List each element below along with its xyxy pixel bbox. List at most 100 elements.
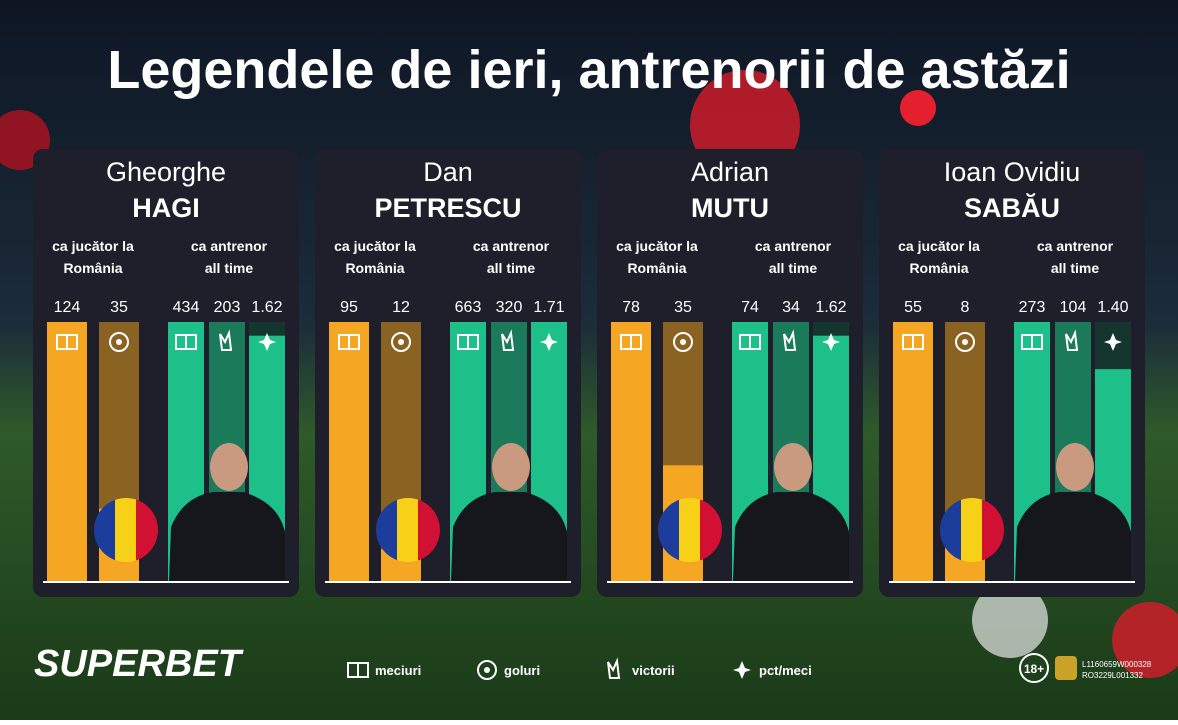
flag-stripe [961, 498, 983, 562]
last-name: PETRESCU [374, 193, 521, 223]
section-label: ca jucător la România [334, 238, 416, 276]
icon [540, 333, 558, 351]
age: 18+ [1024, 662, 1044, 676]
value-label: 124 [54, 299, 81, 316]
flag-clip [376, 498, 440, 562]
flag-stripe [679, 498, 701, 562]
section-label: ca jucător la România [898, 238, 980, 276]
legend-label: meciuri [375, 663, 421, 678]
flag-stripe [658, 498, 680, 562]
value-label: 1.62 [251, 299, 282, 316]
section-label: ca antrenor all time [1037, 238, 1114, 276]
coach-photo [1056, 443, 1094, 491]
card: Ioan Ovidiu SABĂU ca jucător la România ca a… [879, 149, 1145, 597]
icon [607, 657, 621, 679]
icon [484, 667, 490, 673]
deco [900, 90, 936, 126]
value-label: 34 [782, 299, 800, 316]
icon [258, 333, 276, 351]
card: Dan PETRESCU ca jucător la România ca antren… [315, 149, 581, 597]
value-label: 1.71 [533, 299, 564, 316]
icon [477, 660, 497, 680]
flag-clip [658, 498, 722, 562]
section-label: ca antrenor all time [191, 238, 268, 276]
legend-label: pct/meci [759, 663, 812, 678]
first-name: Gheorghe [106, 157, 226, 187]
legend-label: victorii [632, 663, 675, 678]
last-name: MUTU [691, 193, 769, 223]
flag [658, 498, 722, 562]
bar [893, 322, 933, 582]
coach-photo [733, 492, 849, 582]
value-label: 74 [741, 299, 759, 316]
flag [94, 498, 158, 562]
flag-stripe [982, 498, 1004, 562]
flag-clip [94, 498, 158, 562]
coach-photo [451, 492, 567, 582]
value-label: 95 [340, 299, 358, 316]
icon [673, 332, 693, 352]
icon [1104, 333, 1122, 351]
first-name: Adrian [691, 157, 769, 187]
icon [391, 332, 411, 352]
value-label: 8 [961, 299, 970, 316]
flag [376, 498, 440, 562]
icon [1065, 329, 1079, 351]
first-name: Dan [423, 157, 473, 187]
flag-stripe [700, 498, 722, 562]
icon [398, 339, 404, 345]
section-label: ca antrenor all time [473, 238, 550, 276]
icon [783, 329, 797, 351]
deco [972, 582, 1048, 658]
flag-stripe [397, 498, 419, 562]
license: RO3229L001332 [1082, 671, 1143, 680]
flag-stripe [376, 498, 398, 562]
value-label: 12 [392, 299, 410, 316]
last-name: SABĂU [964, 192, 1060, 223]
card: Gheorghe HAGI ca jucător la România ca antre… [33, 149, 299, 597]
icon [962, 339, 968, 345]
deco [1112, 602, 1178, 678]
value-label: 434 [173, 299, 200, 316]
icon [955, 332, 975, 352]
icon [116, 339, 122, 345]
coach-photo [774, 443, 812, 491]
coach-photo [169, 492, 285, 582]
bar [47, 322, 87, 582]
value-label: 320 [496, 299, 523, 316]
value-label: 273 [1019, 299, 1046, 316]
bar [611, 322, 651, 582]
section-label: ca antrenor all time [755, 238, 832, 276]
value-label: 203 [214, 299, 241, 316]
value-label: 78 [622, 299, 640, 316]
coach-photo [492, 443, 530, 491]
flag-stripe [115, 498, 137, 562]
value-label: 663 [455, 299, 482, 316]
value-label: 35 [674, 299, 692, 316]
flag [940, 498, 1004, 562]
seal [1055, 656, 1077, 680]
bar [329, 322, 369, 582]
legend-label: goluri [504, 663, 540, 678]
icon [109, 332, 129, 352]
age-badge [1019, 653, 1049, 683]
value-label: 55 [904, 299, 922, 316]
icon [501, 329, 515, 351]
license: L1160659W000328 [1082, 660, 1152, 669]
brand: SUPERBET [34, 643, 244, 685]
value-label: 1.62 [815, 299, 846, 316]
flag-clip [940, 498, 1004, 562]
value-label: 104 [1060, 299, 1087, 316]
icon [219, 329, 233, 351]
first-name: Ioan Ovidiu [944, 157, 1081, 187]
flag-stripe [94, 498, 116, 562]
coach-photo [210, 443, 248, 491]
value-label: 35 [110, 299, 128, 316]
icon [680, 339, 686, 345]
value-label: 1.40 [1097, 299, 1128, 316]
flag-stripe [418, 498, 440, 562]
last-name: HAGI [132, 193, 200, 223]
icon [733, 661, 751, 679]
